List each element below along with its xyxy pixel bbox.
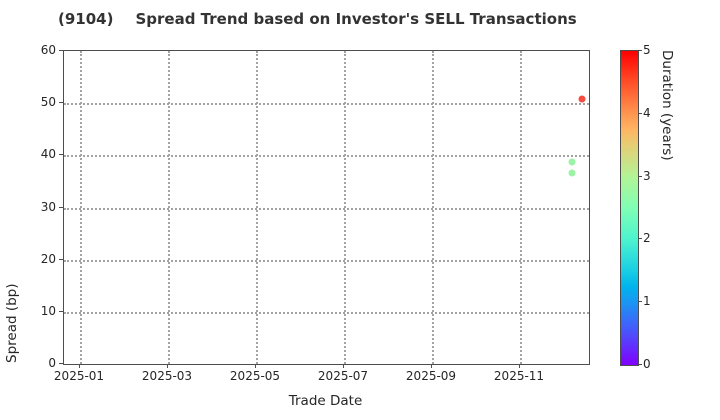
h-gridline bbox=[64, 259, 589, 262]
colorbar-tick-mark bbox=[638, 238, 642, 240]
x-tick-mark bbox=[519, 364, 520, 368]
x-axis-label: Trade Date bbox=[63, 393, 588, 409]
colorbar-tick-label: 0 bbox=[643, 357, 651, 371]
v-gridline bbox=[168, 51, 170, 364]
y-tick-mark bbox=[59, 154, 63, 156]
data-point bbox=[568, 169, 576, 177]
x-tick-label: 2025-01 bbox=[53, 369, 105, 383]
v-gridline bbox=[344, 51, 346, 364]
y-tick-label: 60 bbox=[40, 43, 56, 57]
h-gridline bbox=[64, 207, 589, 210]
y-axis-label: Spread (bp) bbox=[4, 50, 20, 363]
x-tick-label: 2025-03 bbox=[141, 369, 193, 383]
y-tick-label: 0 bbox=[48, 356, 56, 370]
y-tick-label: 30 bbox=[40, 199, 56, 214]
x-tick-label: 2025-05 bbox=[229, 369, 281, 383]
colorbar-label-text: Duration (years) bbox=[659, 50, 675, 161]
y-tick-label: 50 bbox=[40, 95, 56, 110]
colorbar-tick-mark bbox=[638, 175, 642, 177]
x-tick-mark bbox=[255, 364, 256, 368]
x-tick-label: 2025-07 bbox=[317, 369, 369, 383]
h-gridline bbox=[64, 155, 589, 158]
chart-title-text: Spread Trend based on Investor's SELL Tr… bbox=[135, 10, 577, 28]
h-gridline bbox=[64, 103, 589, 106]
y-tick-mark bbox=[59, 310, 63, 312]
colorbar-tick-label: 3 bbox=[643, 168, 651, 183]
colorbar-tick-mark bbox=[638, 364, 642, 365]
y-tick-label: 10 bbox=[40, 303, 56, 318]
x-tick-mark bbox=[431, 364, 432, 368]
plot-area bbox=[63, 50, 590, 365]
colorbar-tick-mark bbox=[638, 50, 642, 51]
x-tick-mark bbox=[343, 364, 344, 368]
y-tick-label: 40 bbox=[40, 147, 56, 162]
y-tick-label: 20 bbox=[40, 251, 56, 266]
colorbar-label: Duration (years) bbox=[659, 50, 675, 364]
colorbar-tick-label: 4 bbox=[643, 105, 651, 120]
x-tick-label: 2025-09 bbox=[405, 369, 457, 383]
chart-title: (9104) Spread Trend based on Investor's … bbox=[58, 10, 577, 28]
colorbar-tick-label: 2 bbox=[643, 231, 651, 246]
x-tick-mark bbox=[167, 364, 168, 368]
y-tick-mark bbox=[59, 206, 63, 208]
x-tick-mark bbox=[79, 364, 80, 368]
data-point bbox=[568, 158, 576, 166]
y-tick-mark bbox=[59, 102, 63, 104]
colorbar-tick-mark bbox=[638, 301, 642, 303]
y-tick-mark bbox=[59, 258, 63, 260]
colorbar-tick-label: 1 bbox=[643, 294, 651, 309]
colorbar-tick-mark bbox=[638, 112, 642, 114]
x-tick-label: 2025-11 bbox=[493, 369, 545, 383]
v-gridline bbox=[432, 51, 434, 364]
v-gridline bbox=[520, 51, 522, 364]
x-axis-label-text: Trade Date bbox=[288, 393, 363, 409]
h-gridline bbox=[64, 311, 589, 314]
v-gridline bbox=[256, 51, 258, 364]
colorbar-tick-label: 5 bbox=[643, 43, 651, 57]
y-tick-mark bbox=[59, 363, 63, 364]
y-tick-mark bbox=[59, 50, 63, 51]
v-gridline bbox=[80, 51, 82, 364]
y-axis-label-text: Spread (bp) bbox=[4, 283, 20, 363]
chart-title-ticker: (9104) bbox=[58, 10, 114, 28]
data-point bbox=[578, 95, 586, 103]
colorbar bbox=[620, 50, 639, 366]
